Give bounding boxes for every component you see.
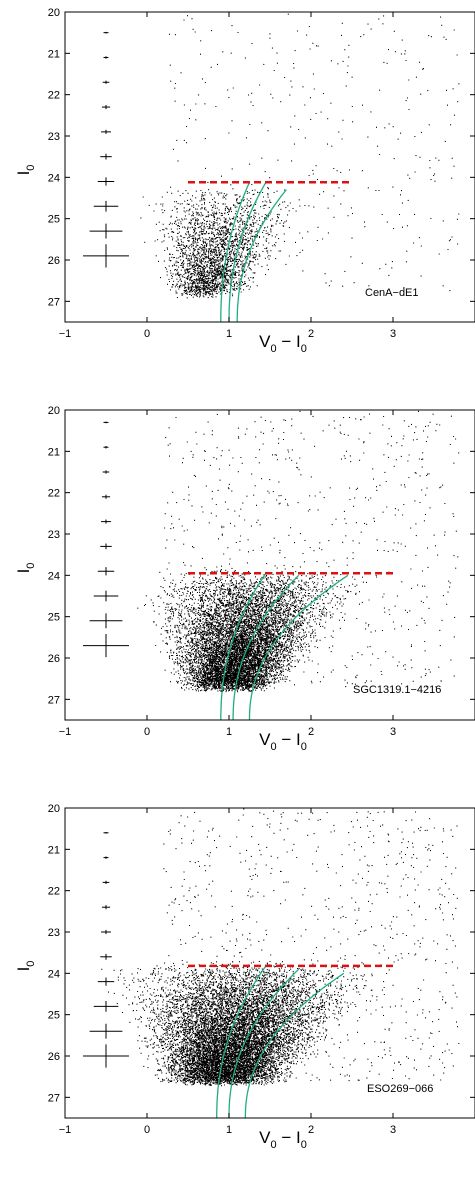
y-tick-label: 24 [48,570,60,582]
y-tick-label: 21 [48,844,60,856]
x-axis-label: V0 − I0 [259,1128,307,1151]
isochrone-line-3 [236,189,287,322]
isochrone-line-1 [220,182,251,322]
y-tick-label: 21 [48,446,60,458]
y-tick-label: 23 [48,131,60,143]
y-tick-label: 24 [48,172,60,184]
y-tick-label: 27 [48,1092,60,1104]
x-tick-label: 1 [226,1124,232,1136]
error-bar [83,1044,129,1068]
x-tick-label: 2 [308,328,314,340]
error-bar [100,953,112,960]
x-tick-label: −1 [59,726,72,738]
y-axis-label: I0 [14,165,37,176]
error-bar [101,929,111,935]
error-bar [89,1023,123,1039]
galaxy-label: CenA−dE1 [365,287,419,299]
isochrone-line-3 [244,972,345,1118]
y-tick-label: 26 [48,1051,60,1063]
y-tick-label: 20 [48,803,60,815]
error-bar [101,519,111,524]
isochrone-line-2 [228,968,300,1118]
x-tick-label: 3 [390,328,396,340]
y-tick-label: 24 [48,968,60,980]
y-tick-label: 25 [48,612,60,624]
error-bar [93,590,119,602]
error-bar [101,905,111,910]
plot-frame [64,409,475,721]
y-axis-label: I0 [14,961,37,972]
plot-frame [64,807,475,1119]
error-bar [97,177,115,186]
y-tick-label: 23 [48,927,60,939]
x-tick-label: 0 [144,726,150,738]
y-tick-label: 20 [48,405,60,417]
x-axis-label: V0 − I0 [259,332,307,355]
y-tick-label: 26 [48,255,60,267]
x-tick-label: 0 [144,328,150,340]
x-tick-label: −1 [59,328,72,340]
isochrone-line-2 [232,574,300,720]
error-bar [100,543,112,550]
error-bar [103,831,109,834]
error-bar [100,153,112,160]
error-bar [93,1001,119,1012]
star-points [140,13,460,299]
x-tick-label: 1 [226,328,232,340]
error-bar [89,223,123,239]
error-bar [103,445,109,449]
error-bar [83,634,129,658]
y-tick-label: 23 [48,529,60,541]
error-bar [103,856,109,859]
y-tick-label: 22 [48,886,60,898]
y-tick-label: 22 [48,488,60,500]
x-tick-label: 2 [308,1124,314,1136]
galaxy-label: SGC1319.1−4216 [353,684,441,696]
error-bar [83,244,129,268]
x-tick-label: −1 [59,1124,72,1136]
y-axis-label: I0 [14,563,37,574]
error-bar [103,421,109,424]
isochrone-line-1 [216,965,267,1118]
x-tick-label: 2 [308,726,314,738]
error-bar [102,880,110,885]
x-tick-label: 3 [390,1124,396,1136]
error-bar [102,80,110,84]
star-points [137,410,460,693]
plot-frame [64,11,475,323]
error-bar [89,613,123,629]
isochrone-line-1 [220,572,267,720]
error-bar [93,200,119,212]
y-tick-label: 20 [48,7,60,19]
x-tick-label: 0 [144,1124,150,1136]
x-axis-label: V0 − I0 [259,730,307,753]
isochrone-line-2 [228,181,267,322]
error-bar [97,567,115,576]
y-tick-label: 27 [48,296,60,308]
error-bar [103,56,109,59]
galaxy-label: ESO269−066 [367,1083,433,1095]
error-bar [101,494,111,499]
x-tick-label: 1 [226,726,232,738]
y-tick-label: 25 [48,1010,60,1022]
y-tick-label: 22 [48,90,60,102]
error-bar [101,105,111,110]
isochrone-line-3 [248,574,349,720]
y-tick-label: 25 [48,214,60,226]
error-bar [102,470,110,474]
y-tick-label: 21 [48,48,60,60]
y-tick-label: 26 [48,653,60,665]
error-bar [101,129,111,134]
x-tick-label: 3 [390,726,396,738]
error-bar [97,977,115,986]
error-bar [103,31,109,34]
y-tick-label: 27 [48,694,60,706]
star-points [101,808,460,1087]
